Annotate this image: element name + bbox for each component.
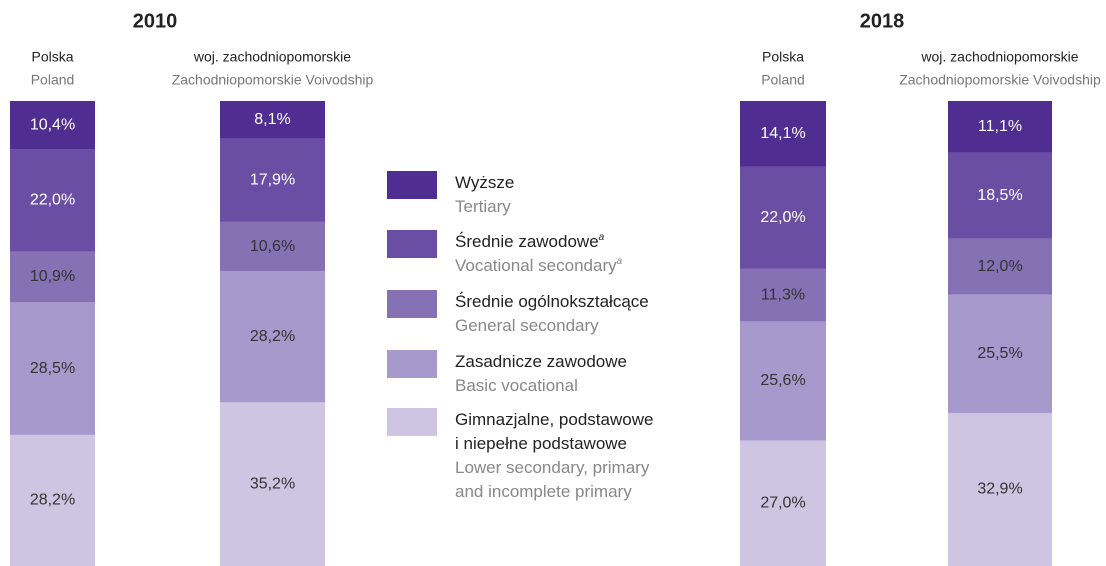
legend-translation: Tertiary <box>455 197 511 216</box>
bar-segment <box>220 271 325 403</box>
legend-translation-text: Vocational secondary <box>455 256 617 275</box>
legend-translation: Vocational secondarya <box>455 256 623 276</box>
bar-segment <box>220 221 325 272</box>
note-mark: a <box>617 256 623 267</box>
legend-swatch <box>387 230 437 258</box>
legend-translation: General secondary <box>455 316 599 335</box>
legend-label-text: Zasadnicze zawodowe <box>455 352 627 371</box>
category-label: woj. zachodniopomorskie <box>920 49 1078 65</box>
legend-label-text: Średnie ogólnokształcące <box>455 292 649 311</box>
value-label: 11,1% <box>978 118 1022 135</box>
bar-segment <box>10 101 95 150</box>
legend-swatch <box>387 290 437 318</box>
bar-segment <box>740 440 826 566</box>
legend-translation-text: Basic vocational <box>455 376 578 395</box>
value-label: 14,1% <box>760 125 805 142</box>
bar-segment <box>948 101 1052 153</box>
legend-translation: and incomplete primary <box>455 482 632 501</box>
value-label: 28,2% <box>250 328 295 345</box>
legend-translation-text: Tertiary <box>455 197 511 216</box>
legend-translation-text: Lower secondary, primary <box>455 458 650 477</box>
value-label: 17,9% <box>250 172 295 189</box>
category-label: woj. zachodniopomorskie <box>193 49 351 65</box>
legend-swatch <box>387 350 437 378</box>
category-translation: Poland <box>761 72 805 88</box>
legend-translation-text: General secondary <box>455 316 599 335</box>
value-label: 10,4% <box>30 116 75 133</box>
bar-segment <box>10 434 95 566</box>
bar-segment <box>220 138 325 222</box>
legend-label: Wyższe <box>455 173 514 192</box>
bar-segment <box>10 302 95 435</box>
value-label: 10,9% <box>30 268 75 285</box>
legend-label: i niepełne podstawowe <box>455 434 627 453</box>
bar-segment <box>220 402 325 566</box>
value-label: 28,5% <box>30 360 75 377</box>
legend-label-text: Średnie zawodowe <box>455 232 599 251</box>
legend-label-text: Gimnazjalne, podstawowe <box>455 410 653 429</box>
bar-segment <box>740 321 826 441</box>
value-label: 22,0% <box>30 192 75 209</box>
legend-swatch <box>387 171 437 199</box>
bar-segment <box>10 149 95 252</box>
legend-label: Średnie ogólnokształcące <box>455 292 649 311</box>
value-label: 8,1% <box>254 111 290 128</box>
chart-title: 2010 <box>133 10 178 32</box>
bar-segment <box>740 166 826 269</box>
legend-label: Gimnazjalne, podstawowe <box>455 410 653 429</box>
bar-segment <box>740 101 826 167</box>
legend-translation: Basic vocational <box>455 376 578 395</box>
legend-label: Zasadnicze zawodowe <box>455 352 627 371</box>
category-translation: Poland <box>31 72 75 88</box>
bar-segment <box>948 413 1052 566</box>
chart-title: 2018 <box>860 10 905 32</box>
value-label: 11,3% <box>761 286 805 303</box>
legend-label-text: i niepełne podstawowe <box>455 434 627 453</box>
legend-translation-text: and incomplete primary <box>455 482 632 501</box>
value-label: 10,6% <box>250 238 295 255</box>
bar-segment <box>948 238 1052 295</box>
legend-swatch <box>387 408 437 436</box>
legend-translation: Lower secondary, primary <box>455 458 650 477</box>
bar-segment <box>948 152 1052 239</box>
value-label: 28,2% <box>30 492 75 509</box>
category-translation: Zachodniopomorskie Voivodship <box>172 72 374 88</box>
bar-segment <box>740 268 826 322</box>
value-label: 22,0% <box>760 209 805 226</box>
legend-label: Średnie zawodowea <box>455 232 605 252</box>
category-translation: Zachodniopomorskie Voivodship <box>899 72 1101 88</box>
category-label: Polska <box>31 49 73 65</box>
bar-segment <box>220 101 325 139</box>
bar-segment <box>10 251 95 303</box>
note-mark: a <box>599 232 605 243</box>
value-label: 12,0% <box>977 258 1022 275</box>
value-label: 35,2% <box>250 475 295 492</box>
bar-segment <box>948 294 1052 414</box>
value-label: 25,6% <box>760 372 805 389</box>
value-label: 25,5% <box>977 345 1022 362</box>
value-label: 32,9% <box>977 481 1022 498</box>
value-label: 18,5% <box>977 187 1022 204</box>
legend-label-text: Wyższe <box>455 173 514 192</box>
value-label: 27,0% <box>760 494 805 511</box>
category-label: Polska <box>762 49 804 65</box>
